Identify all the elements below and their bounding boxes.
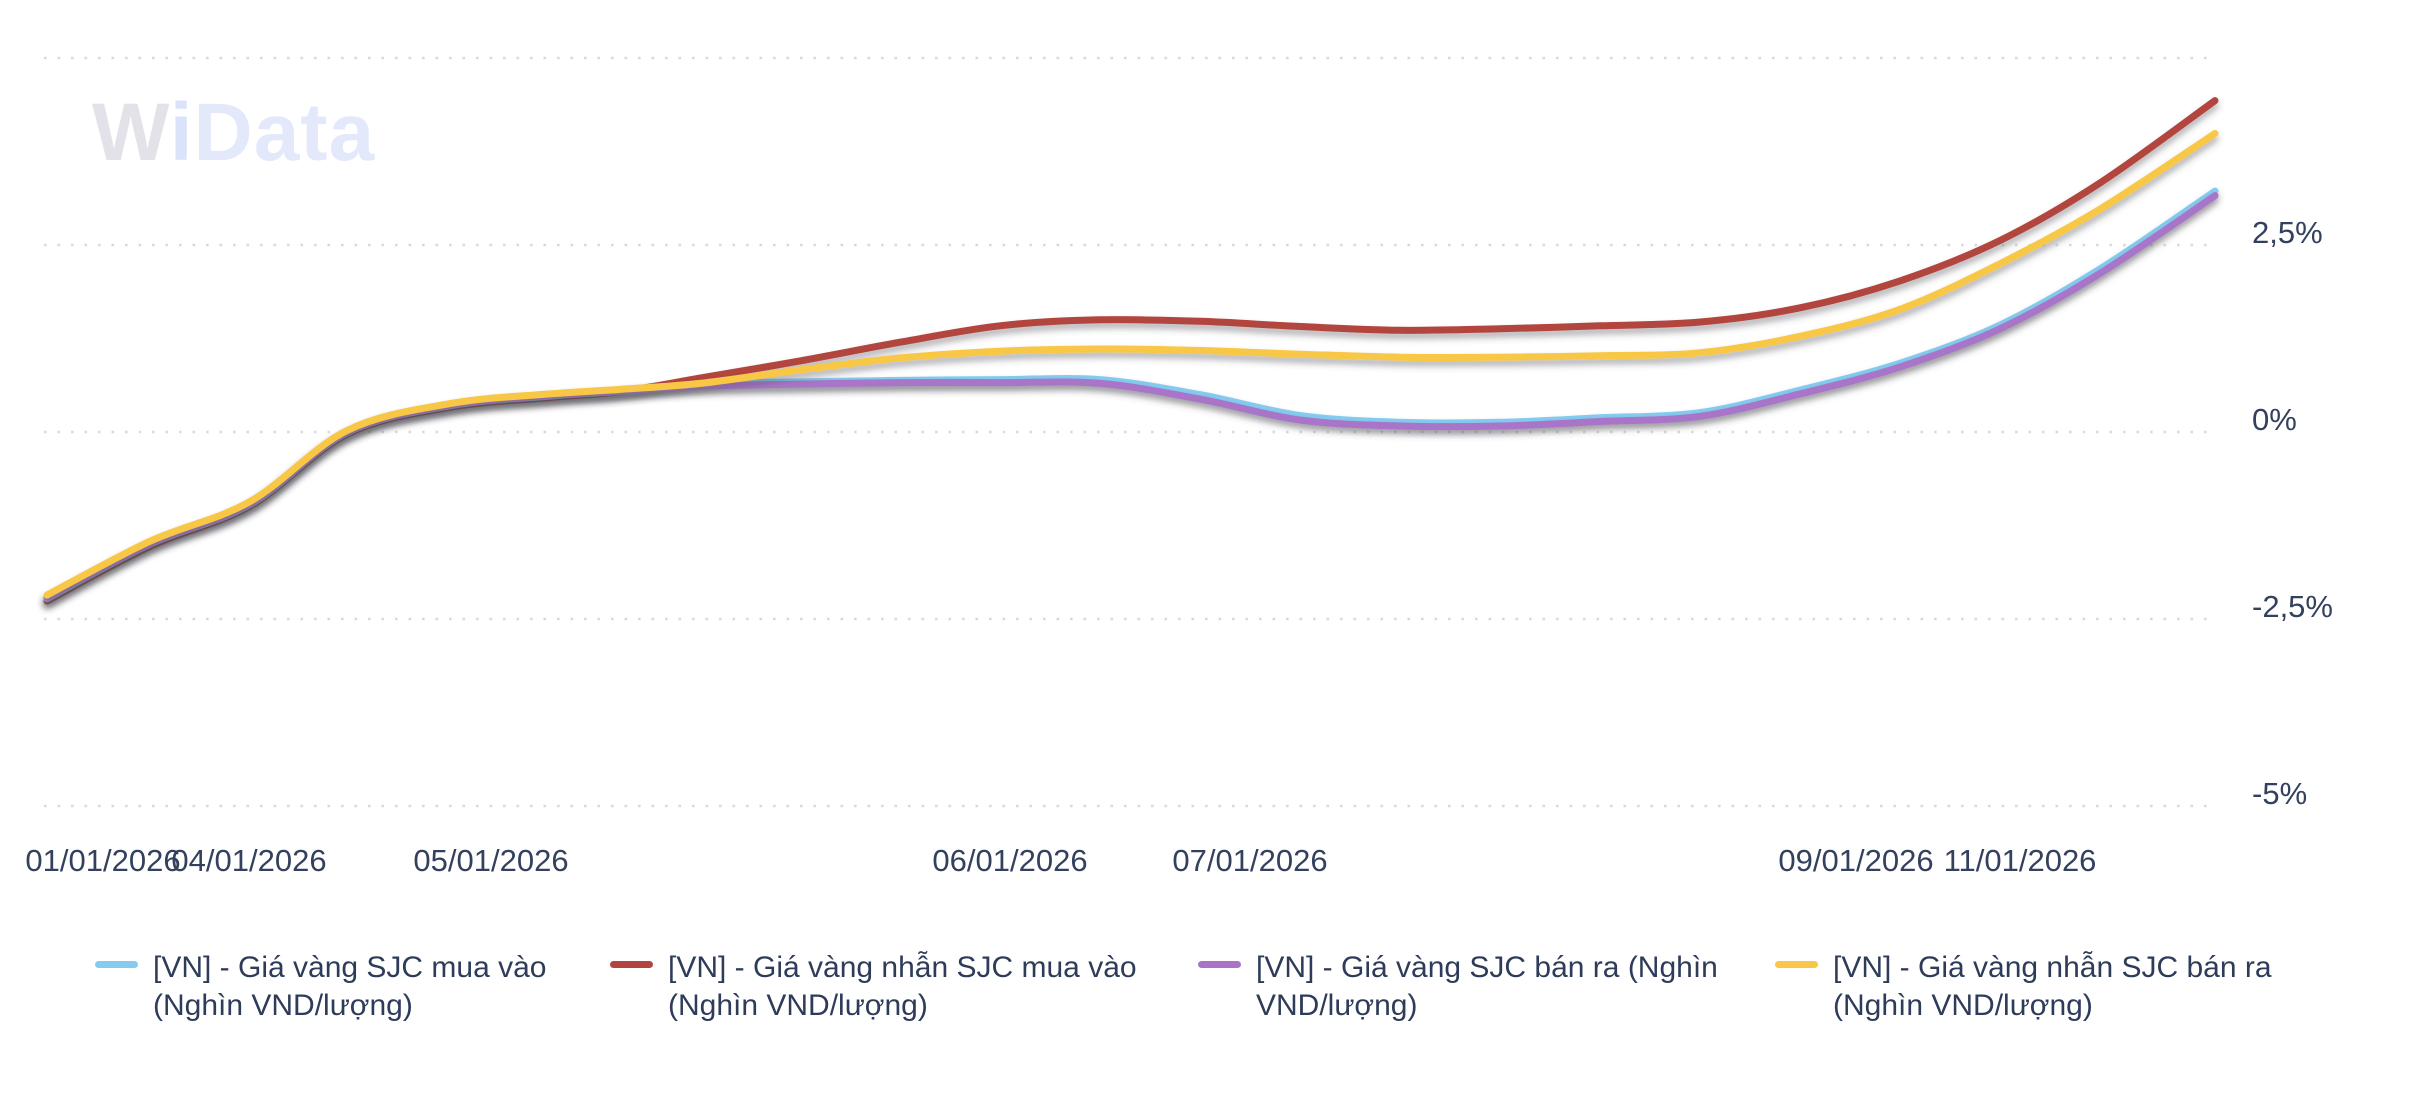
- y-axis-label: 2,5%: [2252, 215, 2323, 250]
- legend-swatch: [1775, 961, 1818, 968]
- legend-label-line1: [VN] - Giá vàng nhẫn SJC bán ra: [1833, 951, 2272, 984]
- legend-label-line2: VND/lượng): [1256, 989, 1418, 1022]
- legend-label: [VN] - Giá vàng SJC bán ra (Nghìn VND/lượ…: [1256, 949, 1718, 1025]
- legend-label: [VN] - Giá vàng nhẫn SJC bán ra (Nghìn VN…: [1833, 949, 2272, 1025]
- y-axis-label: -2,5%: [2252, 589, 2333, 624]
- legend-label-line1: [VN] - Giá vàng SJC mua vào: [153, 951, 547, 984]
- x-axis-label: 07/01/2026: [1172, 843, 1328, 878]
- legend-item-0[interactable]: [VN] - Giá vàng SJC mua vào (Nghìn VND/lư…: [95, 949, 547, 1025]
- legend-label: [VN] - Giá vàng SJC mua vào (Nghìn VND/lư…: [153, 949, 547, 1025]
- legend-item-2[interactable]: [VN] - Giá vàng SJC bán ra (Nghìn VND/lượ…: [1198, 949, 1718, 1025]
- x-axis-label: 06/01/2026: [932, 843, 1088, 878]
- x-axis-label: 05/01/2026: [413, 843, 569, 878]
- watermark-letter-w: W: [92, 87, 170, 178]
- legend-label: [VN] - Giá vàng nhẫn SJC mua vào (Nghìn V…: [668, 949, 1137, 1025]
- series-line-3: [43, 130, 2219, 599]
- legend-swatch: [1198, 961, 1241, 968]
- legend-label-line2: (Nghìn VND/lượng): [668, 989, 928, 1022]
- watermark-text-data: Data: [193, 87, 376, 178]
- series-line-2: [43, 192, 2219, 601]
- series-line-0: [43, 187, 2219, 603]
- x-axis-label: 09/01/2026: [1778, 843, 1934, 878]
- legend-label-line2: (Nghìn VND/lượng): [1833, 989, 2093, 1022]
- legend-item-3[interactable]: [VN] - Giá vàng nhẫn SJC bán ra (Nghìn VN…: [1775, 949, 2272, 1025]
- x-axis-label: 11/01/2026: [1943, 843, 2097, 878]
- watermark-letter-i: i: [169, 87, 194, 178]
- x-axis-label: 04/01/2026: [171, 843, 327, 878]
- legend-label-line2: (Nghìn VND/lượng): [153, 989, 413, 1022]
- y-axis-label: -5%: [2252, 776, 2308, 811]
- legend-label-line1: [VN] - Giá vàng SJC bán ra (Nghìn: [1256, 951, 1718, 984]
- x-axis-label: 01/01/2026: [25, 843, 181, 878]
- widata-watermark: WiData: [92, 86, 375, 180]
- y-axis-label: 0%: [2252, 402, 2297, 437]
- legend-swatch: [95, 961, 138, 968]
- legend-item-1[interactable]: [VN] - Giá vàng nhẫn SJC mua vào (Nghìn V…: [610, 949, 1137, 1025]
- legend-swatch: [610, 961, 653, 968]
- legend-label-line1: [VN] - Giá vàng nhẫn SJC mua vào: [668, 951, 1137, 984]
